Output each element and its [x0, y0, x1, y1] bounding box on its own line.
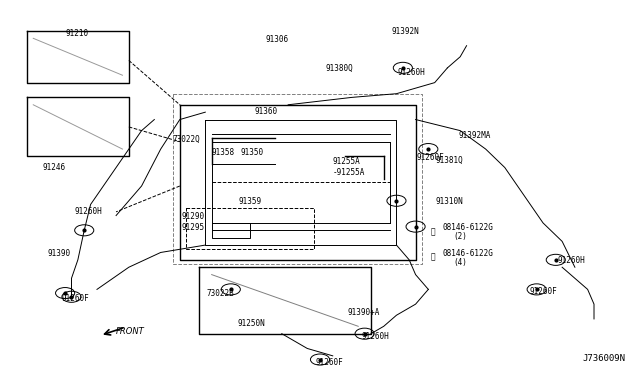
Text: 08146-6122G: 08146-6122G — [442, 223, 493, 232]
Text: Ⓑ: Ⓑ — [431, 252, 436, 262]
Text: 91390: 91390 — [48, 249, 71, 258]
Text: 73022B: 73022B — [207, 289, 234, 298]
Text: 91260H: 91260H — [362, 332, 389, 341]
Text: J736009N: J736009N — [583, 354, 626, 363]
Text: 91260H: 91260H — [75, 207, 102, 217]
Text: 91295: 91295 — [181, 223, 204, 232]
Text: -91255A: -91255A — [333, 168, 365, 177]
Text: 91260F: 91260F — [316, 358, 343, 367]
Text: 91360: 91360 — [254, 106, 278, 116]
Text: (2): (2) — [454, 232, 468, 241]
Text: 91350: 91350 — [241, 148, 264, 157]
Text: 91380Q: 91380Q — [325, 64, 353, 73]
Text: 91390+A: 91390+A — [348, 308, 380, 317]
Text: 91358: 91358 — [212, 148, 235, 157]
Text: 91260F: 91260F — [529, 288, 557, 296]
Text: 91392MA: 91392MA — [459, 131, 492, 140]
Text: 08146-6122G: 08146-6122G — [442, 249, 493, 258]
Text: 73022Q: 73022Q — [172, 135, 200, 144]
Text: 91290: 91290 — [181, 212, 204, 221]
Text: 91260H: 91260H — [557, 256, 585, 265]
Text: 91381Q: 91381Q — [436, 156, 464, 166]
Text: 91392N: 91392N — [392, 27, 419, 36]
Text: FRONT: FRONT — [116, 327, 145, 336]
Text: 91310N: 91310N — [436, 197, 464, 206]
Text: 91246: 91246 — [43, 163, 66, 172]
Bar — [212, 223, 250, 238]
Text: 91250N: 91250N — [237, 319, 265, 328]
Text: 91255A: 91255A — [333, 157, 360, 166]
Text: Ⓑ: Ⓑ — [431, 228, 436, 237]
Text: 91260F: 91260F — [62, 294, 90, 303]
Text: 91306: 91306 — [266, 35, 289, 44]
Text: 91260H: 91260H — [397, 68, 426, 77]
Text: 91359: 91359 — [239, 197, 262, 206]
Text: 91210: 91210 — [65, 29, 88, 38]
Text: 91260F: 91260F — [417, 153, 445, 162]
Text: (4): (4) — [454, 258, 468, 267]
